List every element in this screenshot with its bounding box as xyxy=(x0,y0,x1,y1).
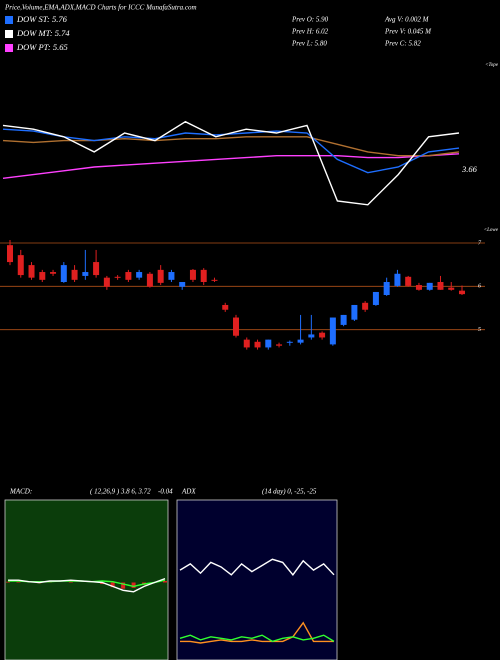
candle-body xyxy=(103,277,110,287)
legend-entry: DOW MT: 5.74 xyxy=(16,28,70,38)
series-line xyxy=(180,621,334,644)
candle-body xyxy=(426,282,433,290)
candle-body xyxy=(17,255,24,276)
candle-body xyxy=(136,272,143,278)
candle-body xyxy=(297,339,304,343)
candle-body xyxy=(114,276,121,278)
legend-swatch xyxy=(5,30,13,38)
candle-body xyxy=(437,282,444,290)
candle-body xyxy=(351,304,358,320)
candle-body xyxy=(340,314,347,325)
candle-body xyxy=(308,334,315,338)
corner-label: <Lowe xyxy=(484,228,499,233)
info-text: Prev C: 5.82 xyxy=(384,40,421,48)
panel-title: MACD: xyxy=(9,488,32,496)
series-line xyxy=(179,634,335,643)
candle-body xyxy=(189,269,196,280)
candle-body xyxy=(28,265,35,278)
panel-box xyxy=(4,499,169,660)
histogram-bar xyxy=(121,582,126,589)
legend-entry: DOW ST: 5.76 xyxy=(16,14,68,24)
histogram-bar xyxy=(110,582,115,588)
candle-body xyxy=(254,341,261,348)
candle-body xyxy=(276,344,283,346)
candle-body xyxy=(372,291,379,305)
candle-body xyxy=(71,269,78,280)
candle-body xyxy=(394,273,401,286)
panel-subtitle: (14 day) 0, -25, -25 xyxy=(262,488,317,496)
candle-body xyxy=(168,272,175,280)
series-line xyxy=(179,558,335,576)
annotation: -0.04 xyxy=(158,488,173,496)
candle-body xyxy=(82,272,89,276)
series-line xyxy=(2,128,460,174)
candle-body xyxy=(7,245,13,263)
info-text: Prev O: 5.90 xyxy=(291,16,329,24)
candle-body xyxy=(125,272,132,280)
corner-label: <Tope xyxy=(485,63,499,68)
panel-box xyxy=(176,499,338,660)
candle-body xyxy=(200,269,207,282)
legend-entry: DOW PT: 5.65 xyxy=(16,42,68,52)
candle-body xyxy=(243,339,250,348)
candle-body xyxy=(383,282,390,295)
candle-body xyxy=(233,317,239,336)
info-text: Avg V: 0.002 M xyxy=(384,16,430,24)
histogram-bar xyxy=(163,580,167,583)
candle-body xyxy=(265,339,272,348)
histogram-bar xyxy=(68,581,73,583)
candle-body xyxy=(157,269,164,283)
candle-body xyxy=(448,287,455,290)
y-tick-label: 6 xyxy=(478,284,481,290)
histogram-bar xyxy=(131,582,136,588)
candle-body xyxy=(459,290,465,295)
candle-body xyxy=(50,272,57,274)
candle-body xyxy=(286,341,293,343)
panel-title: ADX xyxy=(181,488,196,496)
series-line xyxy=(8,577,166,593)
legend-swatch xyxy=(5,44,13,52)
annotation: 3.66 xyxy=(461,164,478,174)
series-line xyxy=(2,120,460,206)
y-tick-label: 7 xyxy=(478,240,482,246)
y-tick-label: 5 xyxy=(478,327,481,333)
candle-body xyxy=(39,272,46,280)
candle-body xyxy=(329,317,336,345)
histogram-bar xyxy=(6,581,10,583)
info-text: Prev H: 6.02 xyxy=(291,28,329,36)
candle-body xyxy=(211,279,218,281)
panel-subtitle: ( 12,26,9 ) 3.8 6, 3.72 xyxy=(90,488,151,496)
page-title: Price,Volume,EMA,ADX,MACD Charts for ICC… xyxy=(4,4,197,12)
histogram-bar xyxy=(16,581,21,583)
candle-body xyxy=(222,304,229,310)
histogram-bar xyxy=(100,582,105,585)
info-text: Prev L: 5.80 xyxy=(291,40,327,48)
candle-body xyxy=(60,265,67,282)
candle-body xyxy=(93,262,100,276)
legend-swatch xyxy=(5,16,13,24)
series-line xyxy=(2,153,460,179)
candle-body xyxy=(362,302,369,310)
candle-body xyxy=(179,282,186,287)
candle-body xyxy=(319,332,326,338)
info-text: Prev V: 0.045 M xyxy=(384,28,432,36)
series-line xyxy=(2,136,460,157)
candle-body xyxy=(146,273,153,287)
candle-body xyxy=(405,276,412,286)
candle-body xyxy=(415,285,422,290)
